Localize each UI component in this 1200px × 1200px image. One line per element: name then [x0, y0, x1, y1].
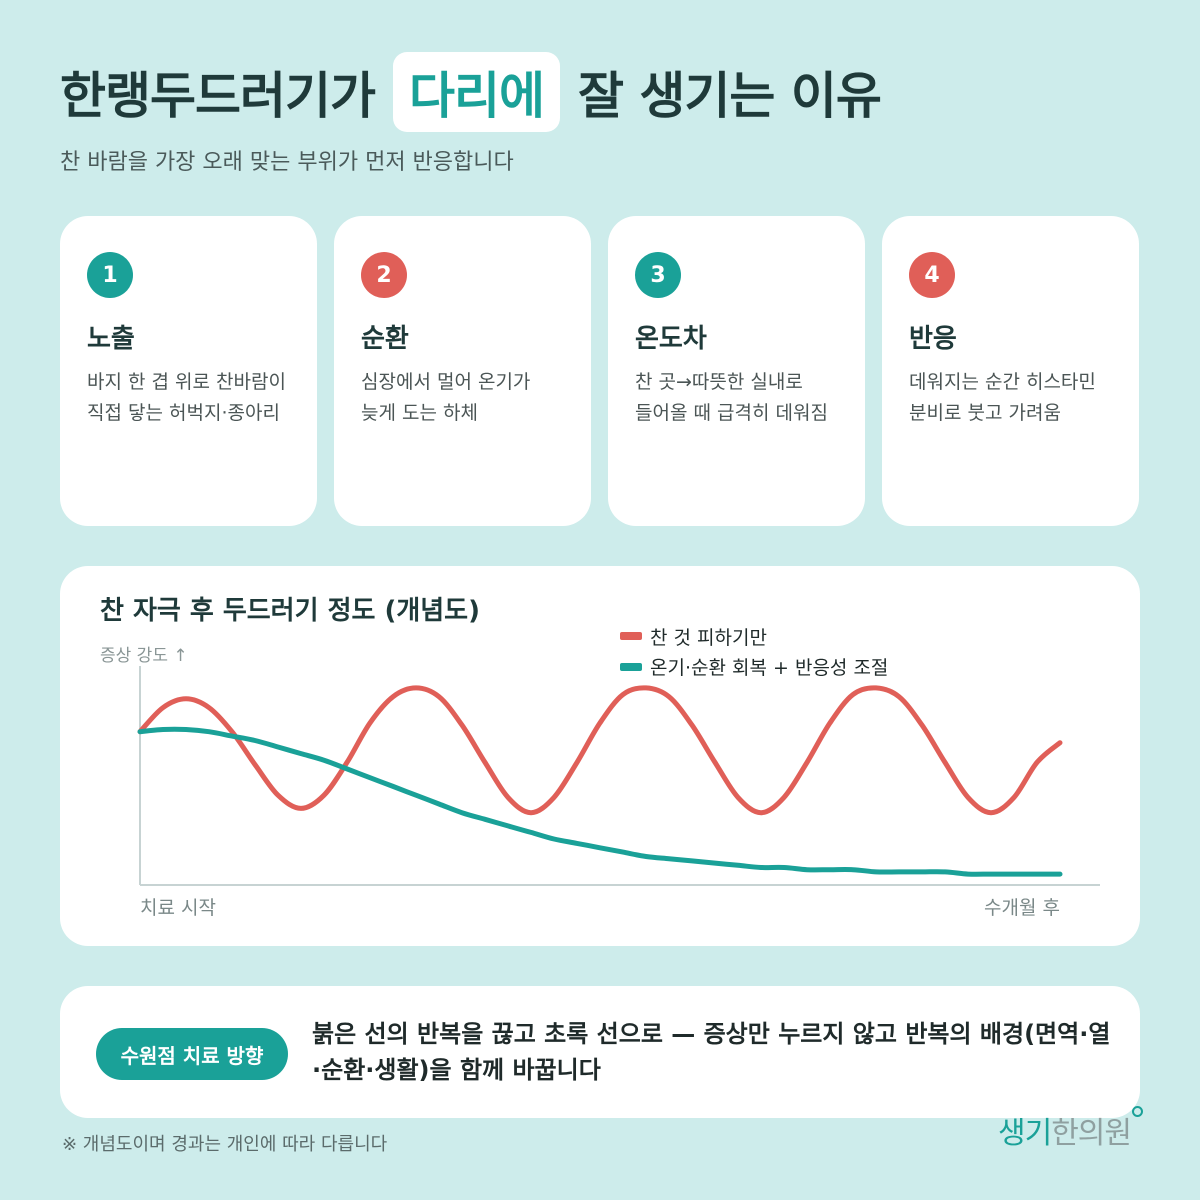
x-start-label: 치료 시작 [140, 897, 216, 919]
title-highlight: 다리에 [393, 52, 560, 132]
card-exposure: 1 노출 바지 한 겹 위로 찬바람이 직접 닿는 허벅지·종아리 [60, 216, 317, 526]
card-reaction: 4 반응 데워지는 순간 히스타민 분비로 붓고 가려움 [882, 216, 1139, 526]
card-title: 순환 [361, 324, 409, 354]
footnote: ※ 개념도이며 경과는 개인에 따라 다릅니다 [62, 1134, 388, 1155]
chart-title: 찬 자극 후 두드러기 정도 (개념도) [100, 596, 480, 626]
card-circulation: 2 순환 심장에서 멀어 온기가 늦게 도는 하체 [334, 216, 591, 526]
step-number-badge: 3 [635, 252, 681, 298]
clinic-logo: 생기한의원 [998, 1106, 1144, 1152]
legend-swatch-red [620, 632, 642, 640]
card-title: 반응 [909, 324, 957, 354]
legend-label-teal: 온기·순환 회복 + 반응성 조절 [650, 657, 888, 679]
title-after: 잘 생기는 이유 [578, 67, 882, 125]
card-description: 찬 곳→따뜻한 실내로 들어올 때 급격히 데워짐 [635, 371, 828, 424]
logo-part-primary: 생기 [998, 1116, 1052, 1151]
legend-swatch-teal [620, 663, 642, 671]
step-number-badge: 4 [909, 252, 955, 298]
card-title: 노출 [87, 324, 135, 354]
step-number-badge: 2 [361, 252, 407, 298]
card-description: 심장에서 멀어 온기가 늦게 도는 하체 [361, 371, 531, 424]
line-chart: 증상 강도 ↑ 치료 시작 수개월 후 찬 것 피하기만 온기·순환 회복 + … [100, 627, 1100, 919]
chart-panel: 찬 자극 후 두드러기 정도 (개념도) 증상 강도 ↑ 치료 시작 수개월 후… [60, 566, 1140, 946]
treatment-direction-panel: 수원점 치료 방향 붉은 선의 반복을 끊고 초록 선으로 — 증상만 누르지 … [60, 986, 1140, 1118]
card-description: 바지 한 겹 위로 찬바람이 직접 닿는 허벅지·종아리 [87, 371, 286, 424]
treatment-badge: 수원점 치료 방향 [96, 1028, 288, 1080]
series-layer [137, 685, 1063, 877]
y-axis-label: 증상 강도 ↑ [100, 646, 188, 666]
series-line-warmth-recovery [137, 726, 1063, 877]
x-end-label: 수개월 후 [984, 897, 1060, 919]
logo-dot-icon [1132, 1106, 1144, 1117]
series-line-avoid-cold-only [137, 685, 1063, 816]
card-description: 데워지는 순간 히스타민 분비로 붓고 가려움 [909, 371, 1096, 424]
step-number-badge: 1 [87, 252, 133, 298]
legend-label-red: 찬 것 피하기만 [650, 627, 767, 649]
page-subtitle: 찬 바람을 가장 오래 맞는 부위가 먼저 반응합니다 [60, 150, 514, 175]
logo-part-secondary: 한의원 [1051, 1116, 1132, 1151]
card-title: 온도차 [635, 324, 707, 354]
card-temperature-difference: 3 온도차 찬 곳→따뜻한 실내로 들어올 때 급격히 데워짐 [608, 216, 865, 526]
page-title: 한랭두드러기가 다리에 잘 생기는 이유 [60, 52, 882, 132]
treatment-description: 붉은 선의 반복을 끊고 초록 선으로 — 증상만 누르지 않고 반복의 배경(… [312, 1020, 1111, 1084]
title-before: 한랭두드러기가 [60, 67, 376, 125]
